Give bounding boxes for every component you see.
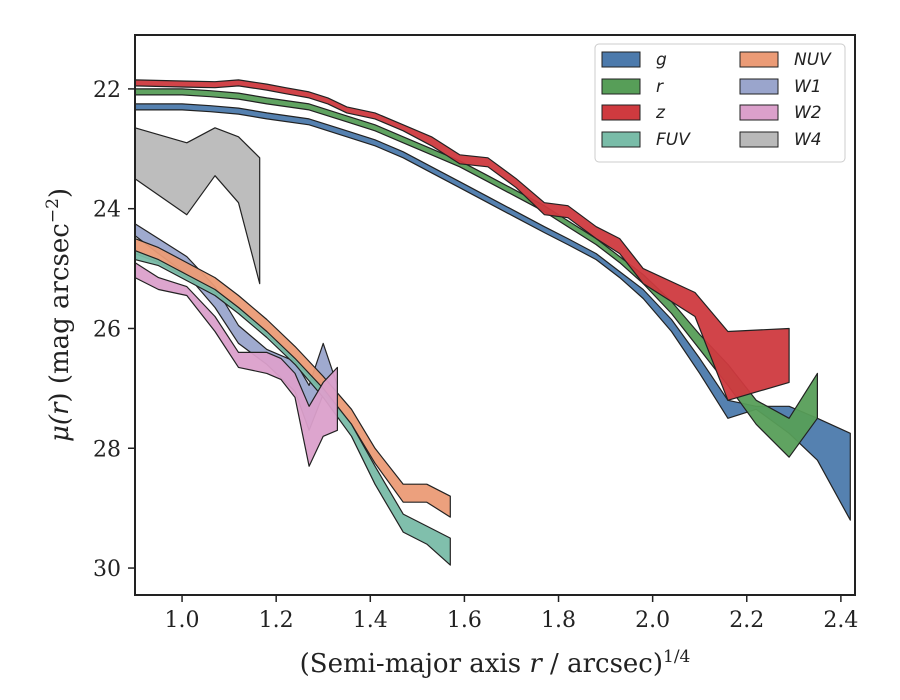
legend-label-w1: W1 [794,77,822,97]
x-tick-label: 2.4 [823,608,858,633]
legend-label-g: g [656,50,667,70]
legend-label-nuv: NUV [794,50,832,70]
legend-swatch-w1 [739,78,779,95]
y-tick-label: 22 [93,78,121,103]
x-tick-label: 1.0 [165,608,200,633]
band-r [134,88,819,458]
x-tick-label: 1.4 [353,608,388,633]
legend-swatch-g [601,51,641,68]
legend-swatch-w2 [739,104,779,121]
y-tick-label: 26 [93,317,121,342]
legend-swatch-w4 [739,131,779,148]
band-g [134,103,851,521]
y-axis-ticks: 22 24 26 28 30 [93,78,135,582]
x-tick-label: 1.8 [541,608,576,633]
x-axis-ticks: 1.0 1.2 1.4 1.6 1.8 2.0 2.2 2.4 [165,595,858,633]
legend-label-z: z [655,103,666,123]
legend: grz FUV NUV W1 W2 W4 [594,43,846,163]
legend-swatch-fuv [601,131,641,148]
data-bands [134,79,851,566]
x-tick-label: 1.2 [259,608,294,633]
plot-frame [134,34,856,596]
x-tick-label: 2.2 [729,608,764,633]
legend-box [594,43,846,163]
band-w4 [134,127,261,285]
y-tick-label: 30 [93,557,121,582]
x-tick-label: 1.6 [447,608,482,633]
legend-label-r: r [656,77,664,97]
band-fuv [134,250,451,566]
y-axis-label: μ(r) (mag arcsec−2) [43,188,75,442]
legend-swatch-r [601,78,641,95]
band-w2 [134,262,338,467]
legend-label-fuv: FUV [656,130,691,150]
legend-swatch-nuv [739,51,779,68]
y-tick-label: 24 [93,198,121,223]
y-tick-label: 28 [93,437,121,462]
band-z [134,79,790,401]
legend-label-w2: W2 [794,103,822,123]
legend-label-w4: W4 [794,130,822,150]
x-axis-label: (Semi-major axis r / arcsec)1/4 [300,647,691,679]
x-tick-label: 2.0 [635,608,670,633]
legend-swatch-z [601,104,641,121]
